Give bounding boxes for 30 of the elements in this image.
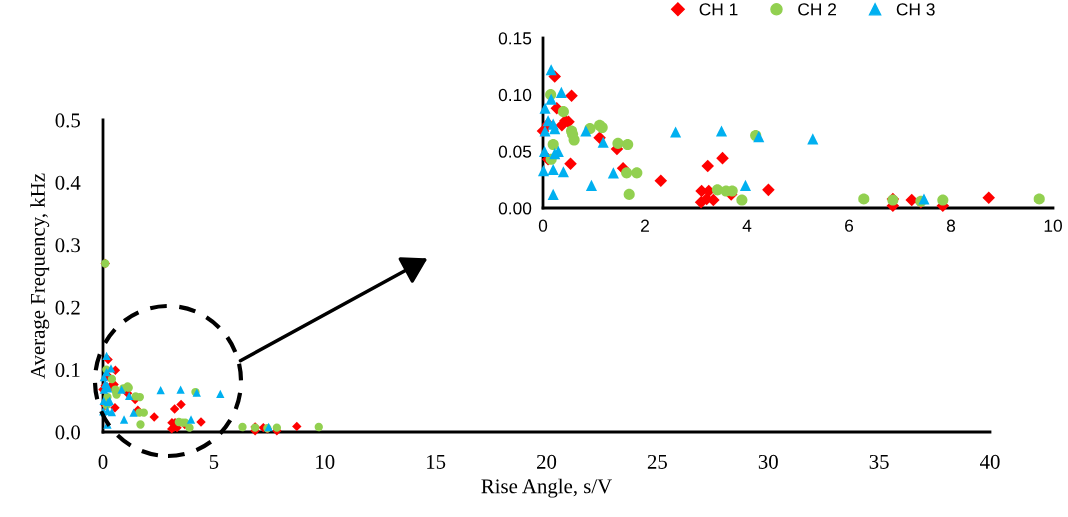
y-tick-label: 0.0 — [55, 425, 80, 440]
legend-label: CH 3 — [896, 3, 935, 16]
x-tick-label: 40 — [979, 454, 1000, 469]
y-tick-label: 0.15 — [498, 32, 532, 45]
x-tick-label: 25 — [647, 454, 667, 469]
legend-label: CH 1 — [699, 3, 738, 16]
x-tick-label: 10 — [1044, 219, 1062, 232]
x-tick-label: 0 — [98, 454, 108, 469]
x-tick-label: 5 — [209, 455, 219, 469]
x-tick-label: 15 — [427, 454, 446, 469]
x-tick-label: 30 — [758, 454, 778, 469]
x-tick-label: 4 — [742, 219, 752, 232]
y-tick-label: 0.2 — [55, 300, 80, 315]
x-tick-label: 2 — [641, 219, 649, 232]
y-tick-label: 0.05 — [498, 145, 532, 158]
legend-label: CH 2 — [798, 3, 836, 16]
x-tick-label: 6 — [845, 219, 854, 232]
x-tick-label: 10 — [316, 454, 335, 469]
y-tick-label: 0.3 — [55, 238, 80, 253]
y-axis-title: Average Frequency, kHz — [30, 173, 50, 379]
x-tick-label: 20 — [537, 454, 557, 469]
y-tick-label: 0.1 — [55, 362, 80, 378]
x-axis-title: Rise Angle, s/V — [481, 478, 612, 498]
y-tick-label: 0.10 — [498, 88, 532, 102]
y-tick-label: 0.00 — [498, 202, 532, 215]
x-tick-label: 8 — [946, 219, 956, 232]
y-tick-label: 0.4 — [55, 175, 81, 190]
x-tick-label: 0 — [538, 219, 548, 232]
x-tick-label: 35 — [869, 454, 889, 469]
y-tick-label: 0.5 — [55, 113, 80, 128]
